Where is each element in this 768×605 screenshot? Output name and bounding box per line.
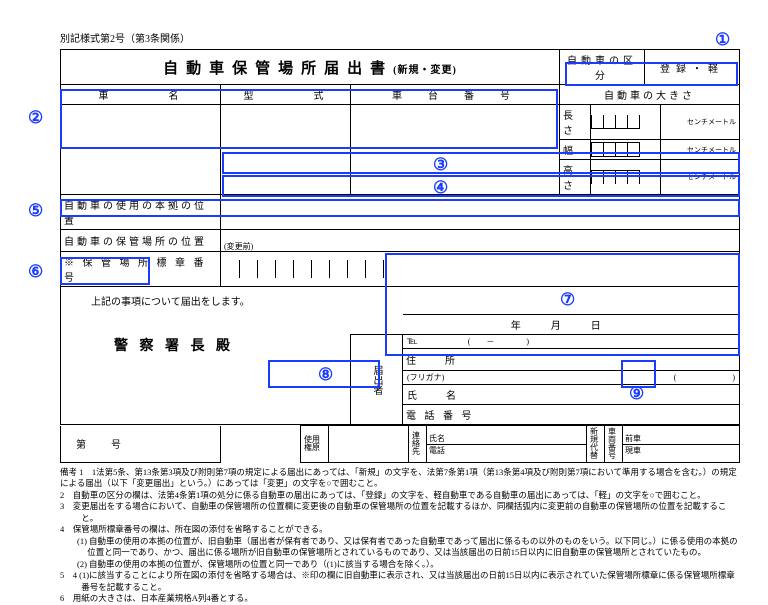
annot-3: ③ [433,155,448,175]
applicant-name[interactable]: (フリガナ)( ) 氏 名 [403,371,740,405]
base-location-label: 自動車の使用の本拠の位置 [61,195,221,230]
annot-9: ⑨ [629,384,644,404]
annot-6: ⑥ [28,262,43,282]
annot-1: ① [715,30,730,50]
curr-car[interactable]: 現車 [623,445,739,456]
contact-label: 連絡先 [409,426,427,463]
chassis-hdr: 車 台 番 号 [351,85,560,105]
car-name-hdr: 車 名 [61,85,221,105]
annot-4: ④ [433,178,448,198]
prev-car[interactable]: 前車 [623,433,739,445]
form-title: 自動車保管場所届出書(新規・変更) [61,50,560,85]
remarks: 備考 1 1法第5条、第13条第3項及び附則第7項の規定による届出にあっては、「… [60,467,740,605]
use-type-val[interactable] [329,426,409,463]
annot-7: ⑦ [560,290,575,310]
size-hdr: 自動車の大きさ [560,85,740,105]
use-type: 使用権原 [301,426,329,463]
applicant-addr[interactable]: 住 所 [403,349,740,371]
annot-8: ⑧ [318,365,333,385]
date-row: 年月日 [403,315,740,335]
statement: 上記の事項について届出をします。 [61,287,740,315]
car-name-input[interactable] [61,105,221,195]
sticker-input[interactable] [221,252,740,287]
veh-no-label: 車両番号 [605,426,623,463]
contact-name[interactable]: 氏名 [427,433,586,445]
applicant-tel[interactable]: ℡( － ) [403,335,740,349]
form-reference: 別記様式第2号（第3条関係） [60,30,738,45]
annot-5: ⑤ [28,201,43,221]
sticker-label: ※ 保 管 場 所 標 章 番 号 [61,252,221,287]
applicant-phone[interactable]: 電 話 番 号 [403,405,740,425]
bottom-strip: 第号 使用権原 連絡先 氏名 電話 新規代替 車両番号 前車 現車 [60,425,740,463]
addressee: 警 察 署 長 殿 [114,335,347,355]
storage-location-input[interactable]: (変更前) [221,230,740,252]
category-label: 自動車の区分 [560,50,645,85]
applicant-block: 届出者 [351,335,403,425]
contact-phone[interactable]: 電話 [427,445,586,456]
height-label: 高 さ [560,160,590,195]
chassis-input[interactable] [351,105,560,195]
receipt-no: 第号 [61,426,221,463]
base-location-input[interactable] [221,195,740,230]
width-label: 幅 [560,140,590,160]
length-label: 長 さ [560,105,590,140]
category-value: 登録・軽 [645,50,740,85]
main-form-table: 自動車保管場所届出書(新規・変更) 自動車の区分 登録・軽 車 名 型 式 車 … [60,49,740,425]
model-hdr: 型 式 [221,85,351,105]
new-replace: 新規代替 [587,426,605,463]
model-input[interactable] [221,105,351,195]
storage-location-label: 自動車の保管場所の位置 [61,230,221,252]
unit: センチメートル [661,105,739,140]
annot-2: ② [28,108,43,128]
